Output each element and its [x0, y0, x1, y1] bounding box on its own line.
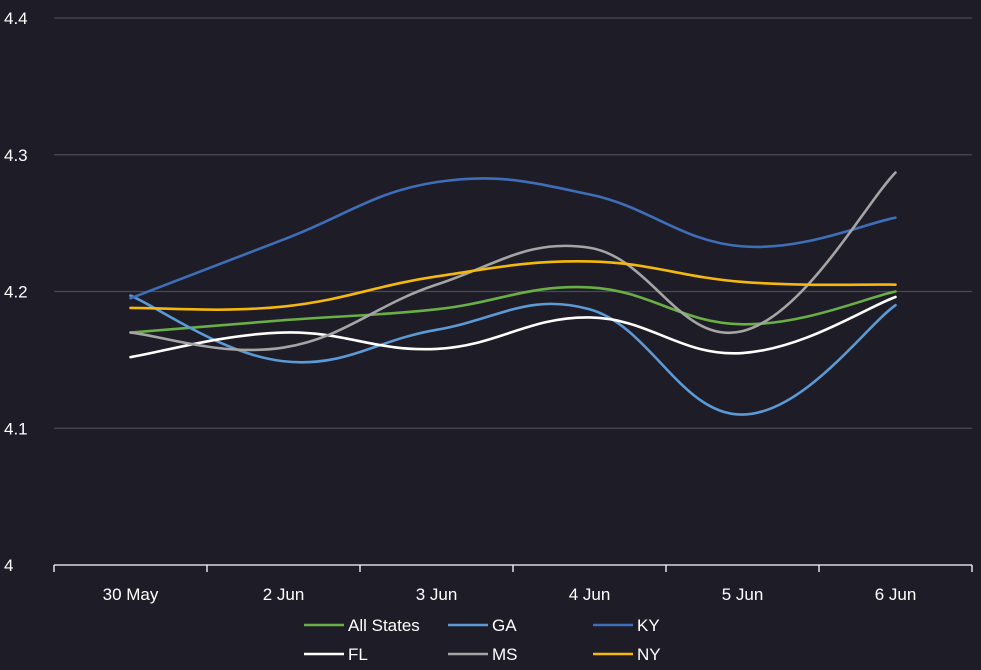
x-tick-label: 5 Jun: [722, 585, 764, 604]
y-tick-label: 4.3: [4, 146, 28, 165]
x-tick-label: 2 Jun: [263, 585, 305, 604]
legend-label: GA: [492, 616, 517, 635]
y-tick-label: 4.2: [4, 283, 28, 302]
x-tick-label: 30 May: [103, 585, 159, 604]
series-line-ms: [129, 171, 897, 352]
y-axis: 4 4.1 4.2 4.3 4.4: [4, 9, 28, 575]
legend-label: All States: [348, 616, 420, 635]
legend-label: MS: [492, 645, 518, 664]
y-tick-label: 4.4: [4, 9, 28, 28]
legend-item: GA: [448, 616, 517, 635]
legend-item: FL: [304, 645, 368, 664]
legend-item: MS: [448, 645, 518, 664]
legend-label: FL: [348, 645, 368, 664]
x-axis: 30 May 2 Jun 3 Jun 4 Jun 5 Jun 6 Jun: [53, 564, 973, 604]
x-tick-label: 4 Jun: [569, 585, 611, 604]
series-line-ny: [129, 260, 897, 311]
legend: All States GA KY FL MS NY: [304, 616, 661, 664]
x-tick-label: 3 Jun: [416, 585, 458, 604]
legend-item: All States: [304, 616, 420, 635]
series-line-fl: [129, 295, 897, 359]
series-line-ga: [129, 294, 897, 416]
legend-item: KY: [593, 616, 660, 635]
y-tick-label: 4: [4, 556, 13, 575]
legend-label: KY: [637, 616, 660, 635]
x-tick-label: 6 Jun: [875, 585, 917, 604]
series-lines: [129, 171, 897, 416]
gridlines: [54, 17, 972, 429]
y-tick-label: 4.1: [4, 419, 28, 438]
legend-label: NY: [637, 645, 661, 664]
series-line-ky: [129, 177, 897, 300]
legend-item: NY: [593, 645, 661, 664]
